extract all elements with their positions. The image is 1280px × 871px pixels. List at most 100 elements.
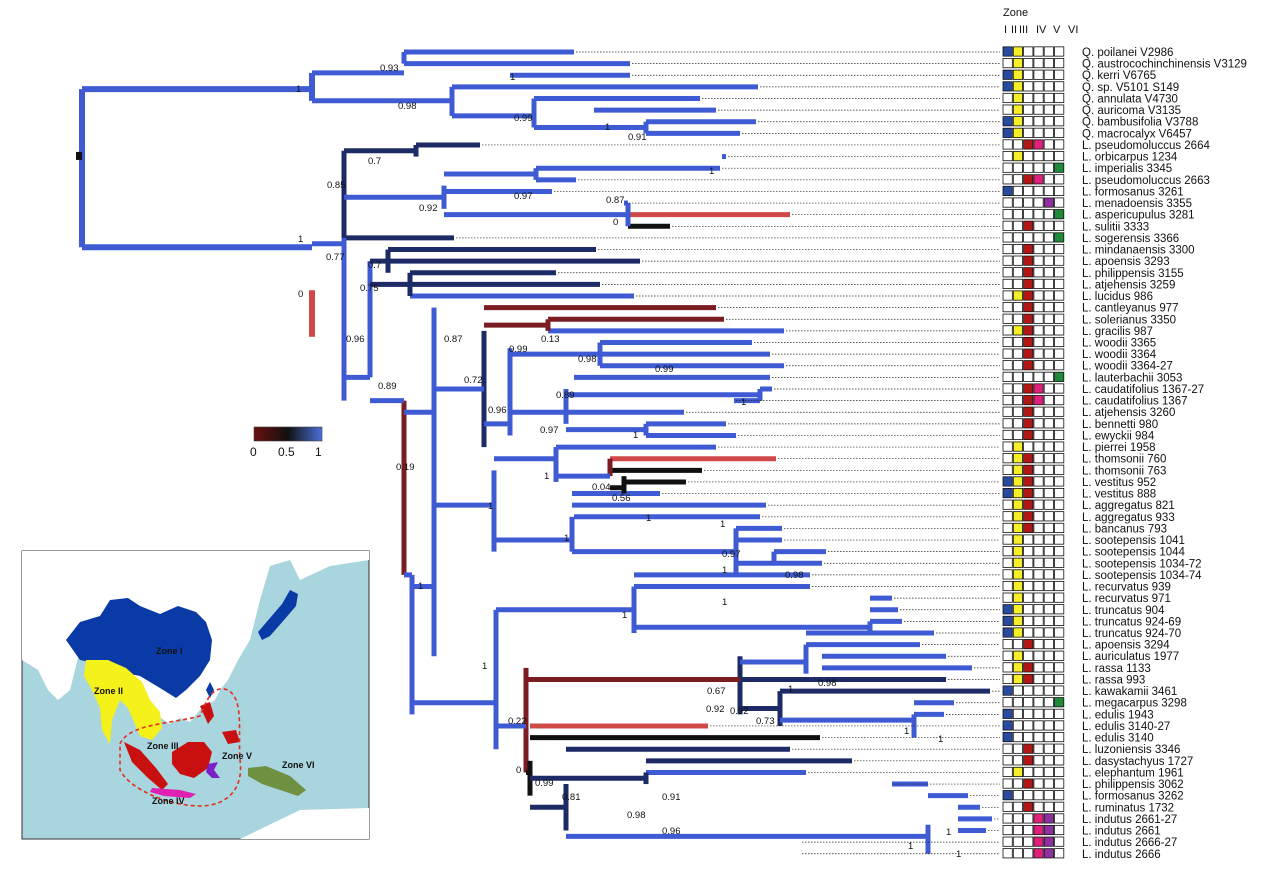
zone-cell bbox=[1033, 313, 1044, 324]
zone-cell bbox=[1043, 371, 1054, 382]
zone-cell bbox=[1023, 290, 1034, 301]
tip-connector-lines bbox=[456, 51, 1000, 855]
zone-cell bbox=[1043, 360, 1054, 371]
support-value: 0.97 bbox=[514, 191, 533, 202]
zone-cell bbox=[1054, 755, 1065, 766]
zone-cell bbox=[1023, 720, 1034, 731]
zone-cell bbox=[1054, 441, 1065, 452]
tip-label: L. edulis 1943 bbox=[1082, 709, 1154, 721]
tip-label: L. formosanus 3262 bbox=[1082, 791, 1184, 803]
zone-cell bbox=[1012, 383, 1023, 394]
zone-cell bbox=[1023, 325, 1034, 336]
zone-cell bbox=[1054, 290, 1065, 301]
zone-cell bbox=[1054, 418, 1065, 429]
support-value: 0.7 bbox=[368, 260, 381, 271]
zone-cell bbox=[1023, 116, 1034, 127]
zone-cell bbox=[1023, 824, 1034, 836]
zone-cell bbox=[1012, 546, 1023, 557]
map-zone-4 bbox=[150, 788, 196, 798]
zone-cell bbox=[1054, 708, 1065, 719]
zone-cell bbox=[1054, 580, 1065, 592]
zone-cell bbox=[1033, 162, 1044, 173]
map-zone-2 bbox=[84, 660, 162, 744]
zone-cell bbox=[1002, 639, 1013, 650]
zone-cell bbox=[1054, 453, 1065, 464]
zone-cell bbox=[1054, 302, 1065, 313]
support-value: 0.81 bbox=[562, 792, 581, 803]
support-value: 1 bbox=[510, 72, 515, 83]
zone-cell bbox=[1012, 720, 1023, 731]
zone-cell bbox=[1054, 104, 1065, 115]
tip-label: L. orbicarpus 1234 bbox=[1082, 152, 1178, 164]
tip-label: L. rassa 1133 bbox=[1082, 663, 1151, 675]
zone-cell bbox=[1033, 499, 1044, 510]
support-value: 0.56 bbox=[612, 493, 631, 504]
tip-label: L. formosanus 3261 bbox=[1082, 186, 1184, 198]
zone-cell bbox=[1043, 453, 1054, 464]
support-value: 0.98 bbox=[627, 810, 646, 821]
support-value: 1 bbox=[482, 661, 487, 672]
zone-cell bbox=[1033, 488, 1044, 499]
zone-cell bbox=[1023, 360, 1034, 371]
support-value: 1 bbox=[622, 610, 627, 621]
zone-cell bbox=[1043, 790, 1054, 801]
zone-cell bbox=[1002, 534, 1013, 545]
zone-cell bbox=[1043, 650, 1054, 661]
tip-label: L. cantleyanus 977 bbox=[1082, 303, 1179, 315]
zone-cell bbox=[1002, 464, 1013, 475]
zone-matrix bbox=[1002, 46, 1065, 859]
zone-cell bbox=[1054, 488, 1065, 499]
tip-label: L. woodii 3364-27 bbox=[1082, 361, 1173, 373]
zone-cell bbox=[1054, 185, 1065, 196]
zone-cell bbox=[1002, 116, 1013, 127]
zone-cell bbox=[1033, 790, 1044, 801]
tip-label: L. caudatifolius 1367 bbox=[1082, 396, 1188, 408]
support-value: 1 bbox=[741, 397, 746, 408]
zone-col-header: VI bbox=[1068, 24, 1078, 36]
zone-cell bbox=[1033, 766, 1044, 777]
zone-cell bbox=[1012, 348, 1023, 359]
zone-cell bbox=[1043, 673, 1054, 685]
zone-cell bbox=[1012, 557, 1023, 568]
zone-cell bbox=[1002, 569, 1013, 580]
zone-cell bbox=[1033, 708, 1044, 719]
zone-cell bbox=[1023, 522, 1034, 533]
tip-label: L. philippensis 3062 bbox=[1082, 779, 1184, 791]
zone-cell bbox=[1033, 243, 1044, 255]
zone-col-header: II bbox=[1011, 24, 1017, 36]
zone-cell bbox=[1002, 778, 1013, 789]
support-value: 1 bbox=[908, 841, 913, 852]
zone-cell bbox=[1043, 546, 1054, 557]
zone-cell bbox=[1023, 406, 1034, 417]
map-label-zone-2: Zone II bbox=[94, 686, 123, 696]
zone-cell bbox=[1023, 302, 1034, 313]
zone-cell bbox=[1012, 522, 1023, 533]
zone-cell bbox=[1043, 685, 1054, 696]
support-value: 0.98 bbox=[578, 354, 597, 365]
zone-cell bbox=[1033, 209, 1044, 220]
zone-cell bbox=[1023, 557, 1034, 568]
zone-cell bbox=[1012, 441, 1023, 452]
zone-cell bbox=[1043, 395, 1054, 406]
zone-cell bbox=[1023, 813, 1034, 824]
tip-label: L. gracilis 987 bbox=[1082, 326, 1153, 338]
zone-cell bbox=[1043, 522, 1054, 533]
zone-cell bbox=[1043, 151, 1054, 162]
zone-cell bbox=[1002, 650, 1013, 661]
zone-cell bbox=[1043, 511, 1054, 522]
support-value: 0.97 bbox=[722, 549, 741, 560]
zone-cell bbox=[1023, 685, 1034, 696]
tip-label: L. thomsonii 763 bbox=[1082, 465, 1166, 477]
zone-cell bbox=[1033, 662, 1044, 673]
support-value: 0.87 bbox=[606, 195, 625, 206]
zone-cell bbox=[1002, 174, 1013, 185]
zone-cell bbox=[1012, 336, 1023, 348]
zone-cell bbox=[1002, 604, 1013, 615]
tip-label: L. truncatus 924-70 bbox=[1082, 628, 1181, 640]
support-value: 0.91 bbox=[662, 792, 681, 803]
zone-cell bbox=[1012, 243, 1023, 255]
zone-cell bbox=[1043, 104, 1054, 115]
zone-cell bbox=[1023, 627, 1034, 638]
zone-cell bbox=[1023, 429, 1034, 441]
